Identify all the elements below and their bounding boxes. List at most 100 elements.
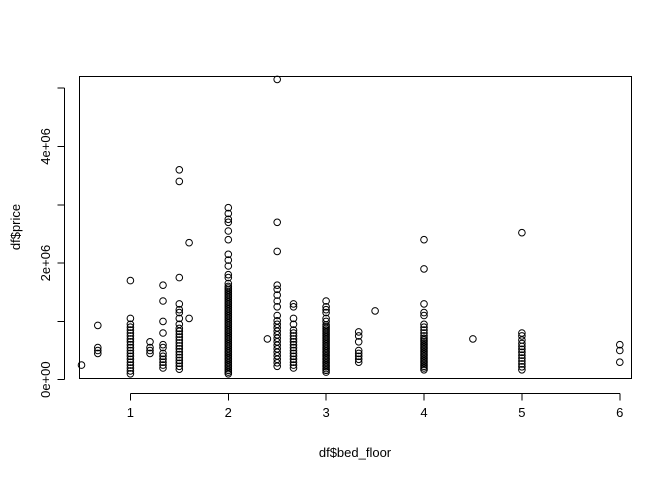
data-point [126,355,135,364]
x-tick-label: 5 [518,405,525,420]
data-point [518,348,526,357]
data-point [126,346,135,355]
data-point [175,339,184,347]
data-point [94,321,102,330]
data-point [175,273,184,282]
data-point [289,303,298,311]
data-point [146,343,154,352]
data-point [518,351,526,360]
data-point [518,332,526,340]
data-point [273,317,282,325]
data-point [289,349,298,358]
data-point [126,332,135,340]
data-point [354,328,363,336]
data-point [289,338,298,346]
data-point [175,356,184,365]
x-tick-label: 2 [225,405,232,420]
data-point [159,317,167,326]
data-point [616,340,624,349]
data-point [175,330,184,339]
data-point [126,276,135,285]
data-point [126,352,135,361]
y-axis: 0e+00 2e+06 4e+06 [38,87,65,398]
data-point [224,282,233,291]
data-point [175,300,184,308]
data-point [175,333,184,341]
data-point [289,346,298,355]
x-axis: 1 2 3 4 5 6 [127,393,623,420]
data-point [518,363,526,371]
data-point [273,75,282,84]
data-point [354,338,363,346]
y-axis-title: df$price [8,204,23,250]
data-point [77,361,86,369]
data-point [420,334,428,343]
data-point [175,342,184,350]
data-point [518,360,526,368]
data-point [289,326,298,334]
data-point [273,218,282,227]
data-point [289,335,298,343]
data-point [159,329,167,337]
data-point [159,349,167,358]
data-point [289,355,298,364]
data-point [126,343,135,352]
data-point [126,335,135,343]
data-point [289,332,298,340]
data-point [420,323,428,332]
data-point [354,349,363,358]
data-point [322,297,330,305]
x-tick-label: 6 [616,405,623,420]
data-point [289,320,298,329]
data-point [175,305,184,314]
data-point [289,329,298,337]
data-point [126,314,135,323]
data-point [322,308,330,317]
data-point [224,270,233,279]
data-point [159,364,167,372]
data-point [273,291,282,299]
data-point [518,357,526,365]
data-point [185,238,193,247]
data-point [273,285,282,294]
data-point [159,297,167,305]
plot-frame [79,76,632,379]
data-point [126,364,135,372]
data-point [224,203,233,212]
data-point [273,320,282,329]
data-point [420,329,428,337]
data-point [175,320,184,329]
data-point [126,326,135,334]
data-point [289,343,298,352]
data-point [159,358,167,367]
data-point [126,361,135,369]
data-point [289,300,298,308]
data-point [175,345,184,353]
data-point [175,347,184,356]
data-point [420,300,428,308]
data-point [518,329,526,337]
data-point [185,314,193,323]
data-point [175,308,184,317]
data-point [224,262,233,270]
data-point [518,345,526,354]
data-point [126,367,135,375]
x-tick-label: 4 [420,405,427,420]
data-point [518,354,526,362]
data-point [518,366,526,374]
data-point [224,256,233,264]
data-point [175,166,184,174]
y-tick-label: 4e+06 [38,128,53,165]
data-point [616,346,624,355]
data-point [616,358,624,367]
x-tick-label: 1 [127,405,134,420]
data-point [420,265,428,273]
data-point [289,352,298,361]
data-point [175,359,184,368]
data-point [146,338,154,346]
data-point [159,361,167,369]
data-point [354,355,363,364]
data-point [224,215,233,224]
data-point [420,326,428,334]
data-point [175,177,184,186]
